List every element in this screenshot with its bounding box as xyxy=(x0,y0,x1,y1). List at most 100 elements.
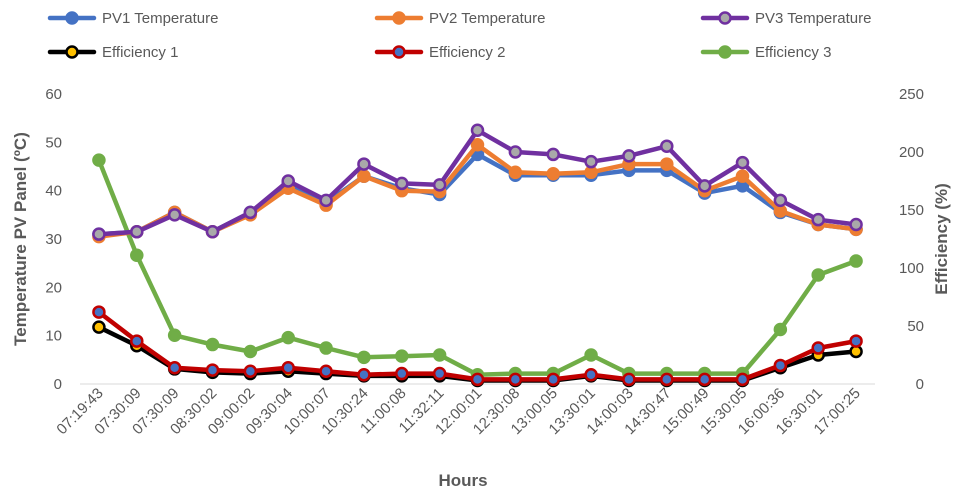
data-point xyxy=(130,248,144,262)
data-point xyxy=(92,305,106,319)
legend-item: Efficiency 1 xyxy=(47,44,178,61)
data-point xyxy=(622,372,636,387)
data-point xyxy=(697,179,712,193)
data-point xyxy=(697,372,712,387)
data-point xyxy=(205,363,220,377)
legend-item: Efficiency 2 xyxy=(374,44,505,61)
data-point xyxy=(92,227,106,241)
y-right-tick-label: 150 xyxy=(899,202,924,219)
legend-label: PV3 Temperature xyxy=(755,10,871,27)
data-point xyxy=(319,193,333,208)
data-point xyxy=(546,147,560,162)
series-pv3-temperature xyxy=(92,123,863,241)
y-left-tick-label: 50 xyxy=(45,134,62,151)
data-point xyxy=(205,337,220,352)
data-point xyxy=(130,225,144,239)
legend-label: Efficiency 2 xyxy=(429,44,505,61)
chart-axes: 010203040506005010015020025007:19:4307:3… xyxy=(45,86,924,438)
data-point xyxy=(584,348,598,362)
legend-swatch-marker xyxy=(65,11,79,25)
data-point xyxy=(130,334,144,348)
y-right-tick-label: 50 xyxy=(907,318,924,335)
data-point xyxy=(660,139,674,153)
y-left-tick-label: 30 xyxy=(45,231,62,248)
y-axis-right-title: Efficiency (%) xyxy=(932,183,951,294)
data-point xyxy=(622,149,636,163)
data-point xyxy=(319,364,333,378)
legend-label: PV1 Temperature xyxy=(102,10,218,27)
data-point xyxy=(584,165,598,180)
data-point xyxy=(432,366,447,381)
data-point xyxy=(357,367,371,382)
y-right-tick-label: 250 xyxy=(899,86,924,103)
data-point xyxy=(319,341,333,355)
y-left-tick-label: 20 xyxy=(45,279,62,296)
data-point xyxy=(167,328,182,343)
data-point xyxy=(584,367,598,382)
data-point xyxy=(735,169,750,183)
legend-swatch-marker xyxy=(392,11,406,25)
data-point xyxy=(167,361,182,375)
data-point xyxy=(92,320,106,334)
data-point xyxy=(773,358,788,373)
data-point xyxy=(167,208,182,222)
data-point xyxy=(92,153,106,167)
data-point xyxy=(849,254,863,268)
data-point xyxy=(811,341,825,355)
data-point xyxy=(546,372,560,387)
y-right-tick-label: 200 xyxy=(899,144,924,161)
x-axis-title: Hours xyxy=(438,471,487,490)
data-point xyxy=(660,157,674,171)
data-point xyxy=(546,167,560,181)
legend-item: PV1 Temperature xyxy=(47,10,218,27)
data-point xyxy=(773,204,788,218)
data-point xyxy=(357,157,371,171)
legend-label: PV2 Temperature xyxy=(429,10,545,27)
y-left-tick-label: 0 xyxy=(54,376,62,393)
legend-label: Efficiency 1 xyxy=(102,44,178,61)
data-point xyxy=(735,155,750,170)
legend-label: Efficiency 3 xyxy=(755,44,831,61)
data-point xyxy=(395,349,409,363)
y-left-tick-label: 60 xyxy=(45,86,62,103)
data-point xyxy=(811,268,825,282)
y-left-tick-label: 10 xyxy=(45,328,62,345)
y-right-tick-label: 100 xyxy=(899,260,924,277)
data-point xyxy=(281,174,295,188)
data-point xyxy=(357,350,371,365)
data-point xyxy=(811,212,825,227)
data-point xyxy=(395,176,409,191)
data-point xyxy=(281,330,295,345)
legend-item: PV2 Temperature xyxy=(374,10,545,27)
data-point xyxy=(508,165,523,180)
legend-item: PV3 Temperature xyxy=(700,10,871,27)
data-point xyxy=(432,348,447,362)
series-efficiency-2 xyxy=(92,305,863,387)
legend-swatch-marker xyxy=(718,11,732,25)
data-point xyxy=(735,372,750,387)
data-point xyxy=(243,205,258,220)
data-point xyxy=(508,145,523,159)
y-left-tick-label: 40 xyxy=(45,183,62,200)
data-point xyxy=(470,123,485,137)
legend-item: Efficiency 3 xyxy=(700,44,831,61)
y-right-tick-label: 0 xyxy=(916,376,924,393)
data-point xyxy=(243,344,258,359)
series-layer xyxy=(92,123,863,388)
data-point xyxy=(773,322,788,337)
data-point xyxy=(849,217,863,232)
data-point xyxy=(205,225,220,239)
legend-swatch-marker xyxy=(392,45,406,59)
data-point xyxy=(357,169,371,183)
data-point xyxy=(281,361,295,375)
legend-swatch-marker xyxy=(65,45,79,59)
data-point xyxy=(470,372,485,387)
data-point xyxy=(584,154,598,169)
data-point xyxy=(508,372,523,387)
data-point xyxy=(470,138,485,152)
data-point xyxy=(243,364,258,378)
data-point xyxy=(395,366,409,381)
y-axis-left-title: Temperature PV Panel (ºC) xyxy=(11,132,30,346)
data-point xyxy=(432,178,447,192)
data-point xyxy=(660,372,674,387)
